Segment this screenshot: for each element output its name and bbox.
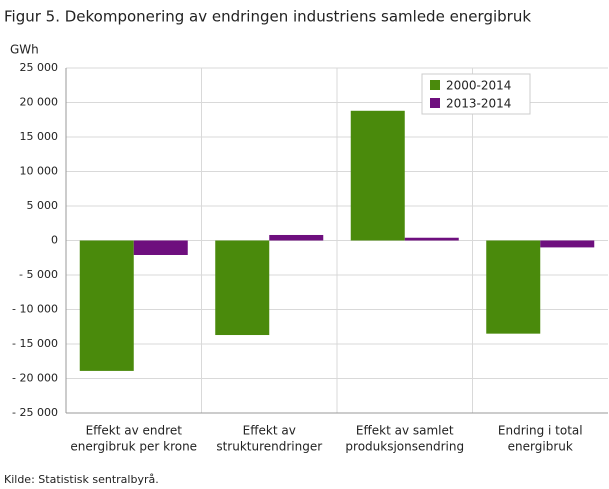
bar <box>133 240 188 255</box>
bar <box>540 240 595 248</box>
x-tick-label: Effekt av samlet <box>356 424 454 438</box>
legend-label: 2013-2014 <box>446 97 511 111</box>
y-tick-label: 10 000 <box>20 165 59 178</box>
x-tick-label: Effekt av <box>243 424 296 438</box>
bar <box>486 240 541 334</box>
x-tick-label: Effekt av endret <box>86 424 183 438</box>
x-tick-label: strukturendringer <box>216 440 322 454</box>
x-tick-label: energibruk <box>508 440 573 454</box>
y-tick-label: - 15 000 <box>12 337 58 350</box>
y-tick-label: 0 <box>51 234 58 247</box>
bar <box>79 240 134 371</box>
source: Kilde: Statistisk sentralbyrå. <box>4 473 159 486</box>
bar <box>215 240 270 336</box>
legend-swatch <box>430 98 440 108</box>
x-tick-label: produksjonsendring <box>345 440 464 454</box>
bar <box>269 234 324 241</box>
y-axis-label: GWh <box>10 43 39 57</box>
legend-label: 2000-2014 <box>446 79 511 93</box>
y-tick-label: - 5 000 <box>19 268 58 281</box>
y-tick-label: - 20 000 <box>12 372 58 385</box>
legend-swatch <box>430 80 440 90</box>
y-tick-label: - 10 000 <box>12 303 58 316</box>
chart-title: Figur 5. Dekomponering av endringen indu… <box>4 8 531 26</box>
y-tick-label: 25 000 <box>20 61 59 74</box>
x-tick-label: energibruk per krone <box>70 440 197 454</box>
y-tick-label: 20 000 <box>20 96 59 109</box>
x-tick-label: Endring i total <box>498 424 583 438</box>
bar <box>404 237 459 241</box>
y-tick-label: - 25 000 <box>12 406 58 419</box>
y-tick-label: 5 000 <box>27 199 59 212</box>
bar <box>350 110 405 241</box>
y-tick-label: 15 000 <box>20 130 59 143</box>
